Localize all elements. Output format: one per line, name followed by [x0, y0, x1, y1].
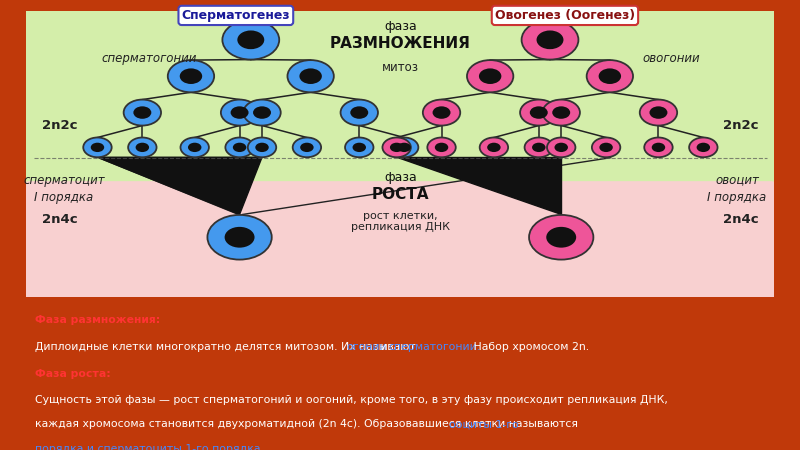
- Circle shape: [390, 143, 403, 152]
- Text: сперматогонии.: сперматогонии.: [388, 342, 480, 352]
- Text: 2n4c: 2n4c: [723, 212, 758, 225]
- Circle shape: [225, 227, 254, 248]
- Circle shape: [353, 143, 366, 152]
- Circle shape: [640, 99, 677, 126]
- Circle shape: [689, 138, 718, 157]
- Circle shape: [433, 106, 450, 119]
- Text: овогонии: овогонии: [642, 51, 699, 64]
- Circle shape: [532, 143, 546, 152]
- Circle shape: [525, 138, 553, 157]
- Circle shape: [299, 68, 322, 84]
- FancyBboxPatch shape: [18, 5, 783, 303]
- Circle shape: [83, 138, 112, 157]
- Circle shape: [180, 68, 202, 84]
- Circle shape: [124, 99, 161, 126]
- Circle shape: [207, 215, 272, 260]
- Circle shape: [398, 143, 411, 152]
- Circle shape: [134, 106, 151, 119]
- Circle shape: [181, 138, 209, 157]
- Text: Сущность этой фазы — рост сперматогоний и оогоний, кроме того, в эту фазу происх: Сущность этой фазы — рост сперматогоний …: [35, 395, 668, 405]
- Text: рост клетки,
репликация ДНК: рост клетки, репликация ДНК: [351, 211, 450, 233]
- Text: РОСТА: РОСТА: [372, 187, 429, 202]
- Circle shape: [487, 143, 501, 152]
- Circle shape: [90, 143, 104, 152]
- Circle shape: [542, 99, 580, 126]
- Circle shape: [345, 138, 374, 157]
- Text: огонии: огонии: [347, 342, 387, 352]
- Circle shape: [221, 99, 258, 126]
- Text: Сперматогенез: Сперматогенез: [182, 9, 290, 22]
- Circle shape: [435, 143, 448, 152]
- Circle shape: [390, 138, 418, 157]
- Text: РАЗМНОЖЕНИЯ: РАЗМНОЖЕНИЯ: [330, 36, 471, 51]
- Circle shape: [255, 143, 269, 152]
- Circle shape: [644, 138, 673, 157]
- Circle shape: [598, 68, 621, 84]
- Text: 2n2c: 2n2c: [723, 119, 758, 132]
- Text: и: и: [378, 342, 391, 352]
- Text: Диплоидные клетки многократно делятся митозом. Их называют: Диплоидные клетки многократно делятся ми…: [35, 342, 419, 352]
- Circle shape: [529, 215, 594, 260]
- Circle shape: [253, 106, 271, 119]
- Text: I порядка: I порядка: [707, 191, 766, 204]
- Circle shape: [697, 143, 710, 152]
- Text: каждая хромосома становится двухроматидной (2n 4c). Образовавшиеся клетки называ: каждая хромосома становится двухроматидн…: [35, 419, 582, 429]
- Polygon shape: [397, 157, 562, 214]
- Text: Фаза размножения:: Фаза размножения:: [35, 315, 161, 325]
- Circle shape: [243, 99, 281, 126]
- Circle shape: [168, 60, 214, 92]
- Circle shape: [592, 138, 620, 157]
- Circle shape: [230, 106, 249, 119]
- Circle shape: [427, 138, 456, 157]
- Circle shape: [233, 143, 246, 152]
- Circle shape: [650, 106, 667, 119]
- Text: Овогенез (Оогенез): Овогенез (Оогенез): [495, 9, 635, 22]
- Circle shape: [520, 99, 558, 126]
- Circle shape: [226, 138, 254, 157]
- Text: 2n2c: 2n2c: [42, 119, 78, 132]
- Circle shape: [238, 31, 264, 49]
- Text: порядка и сперматоциты 1-го порядка.: порядка и сперматоциты 1-го порядка.: [35, 444, 264, 450]
- Text: овоцит: овоцит: [715, 174, 759, 187]
- Circle shape: [479, 68, 502, 84]
- Circle shape: [530, 106, 548, 119]
- Circle shape: [350, 106, 368, 119]
- FancyBboxPatch shape: [24, 10, 777, 192]
- Circle shape: [522, 20, 578, 59]
- Text: Фаза роста:: Фаза роста:: [35, 369, 111, 379]
- Circle shape: [547, 138, 575, 157]
- Text: I порядка: I порядка: [34, 191, 94, 204]
- Circle shape: [480, 138, 508, 157]
- Circle shape: [382, 138, 411, 157]
- Text: фаза: фаза: [384, 171, 417, 184]
- Circle shape: [341, 99, 378, 126]
- FancyBboxPatch shape: [24, 181, 777, 298]
- Circle shape: [467, 60, 514, 92]
- Circle shape: [423, 99, 460, 126]
- Text: сперматогонии: сперматогонии: [102, 51, 197, 64]
- Polygon shape: [98, 157, 262, 214]
- Circle shape: [552, 106, 570, 119]
- Circle shape: [287, 60, 334, 92]
- Circle shape: [136, 143, 149, 152]
- Text: 2n4c: 2n4c: [42, 212, 78, 225]
- Circle shape: [248, 138, 276, 157]
- Circle shape: [546, 227, 576, 248]
- Text: сперматоцит: сперматоцит: [23, 174, 105, 187]
- Circle shape: [222, 20, 279, 59]
- Circle shape: [293, 138, 321, 157]
- Text: фаза: фаза: [384, 20, 417, 33]
- Circle shape: [537, 31, 563, 49]
- Circle shape: [652, 143, 665, 152]
- Text: Набор хромосом 2n.: Набор хромосом 2n.: [470, 342, 589, 352]
- Text: ооциты 1-го: ооциты 1-го: [449, 419, 518, 429]
- Circle shape: [599, 143, 613, 152]
- Circle shape: [300, 143, 314, 152]
- Circle shape: [188, 143, 202, 152]
- Text: митоз: митоз: [382, 61, 419, 74]
- Circle shape: [586, 60, 633, 92]
- Circle shape: [128, 138, 157, 157]
- Circle shape: [554, 143, 568, 152]
